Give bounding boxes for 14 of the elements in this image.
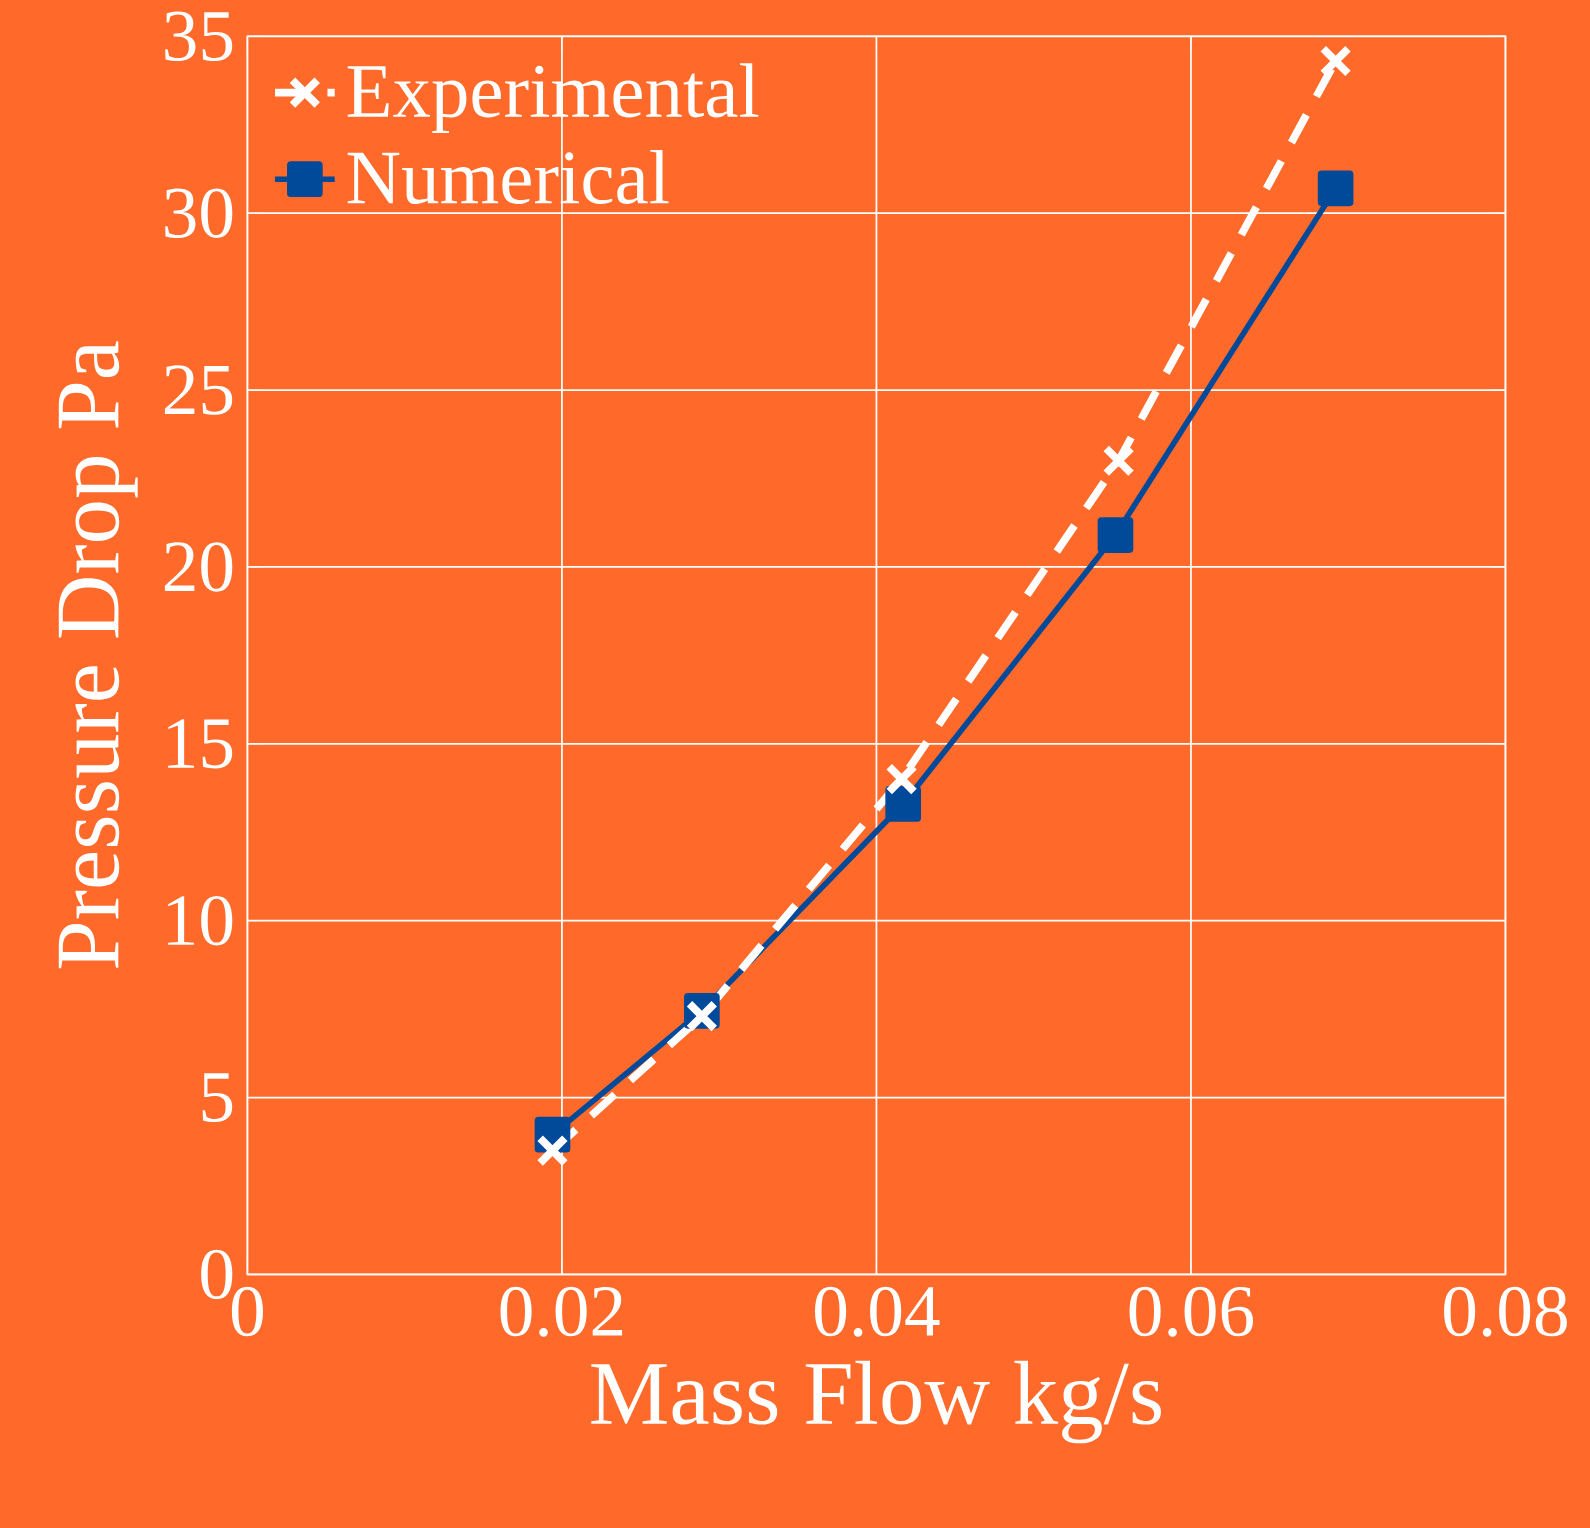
y-tick-label: 30: [165, 188, 233, 238]
y-tick-label: 25: [164, 365, 233, 415]
x-tick-label: 0.06: [1129, 1286, 1254, 1337]
x-tick-label: 0.02: [500, 1286, 623, 1337]
y-tick-label: 15: [168, 719, 233, 769]
y-axis-title: Pressure Drop Pa: [58, 341, 138, 969]
y-tick-label: 0: [201, 1249, 233, 1300]
y-tick-label: 10: [168, 895, 233, 946]
x-axis-title: Mass Flow kg/s: [591, 1360, 1161, 1444]
y-tick-label: 5: [202, 1073, 233, 1122]
x-tick-label: 0.04: [815, 1286, 940, 1337]
x-tick-label: 0.08: [1444, 1286, 1567, 1337]
y-tick-label: 20: [164, 542, 233, 592]
y-tick-label: 35: [165, 11, 233, 61]
